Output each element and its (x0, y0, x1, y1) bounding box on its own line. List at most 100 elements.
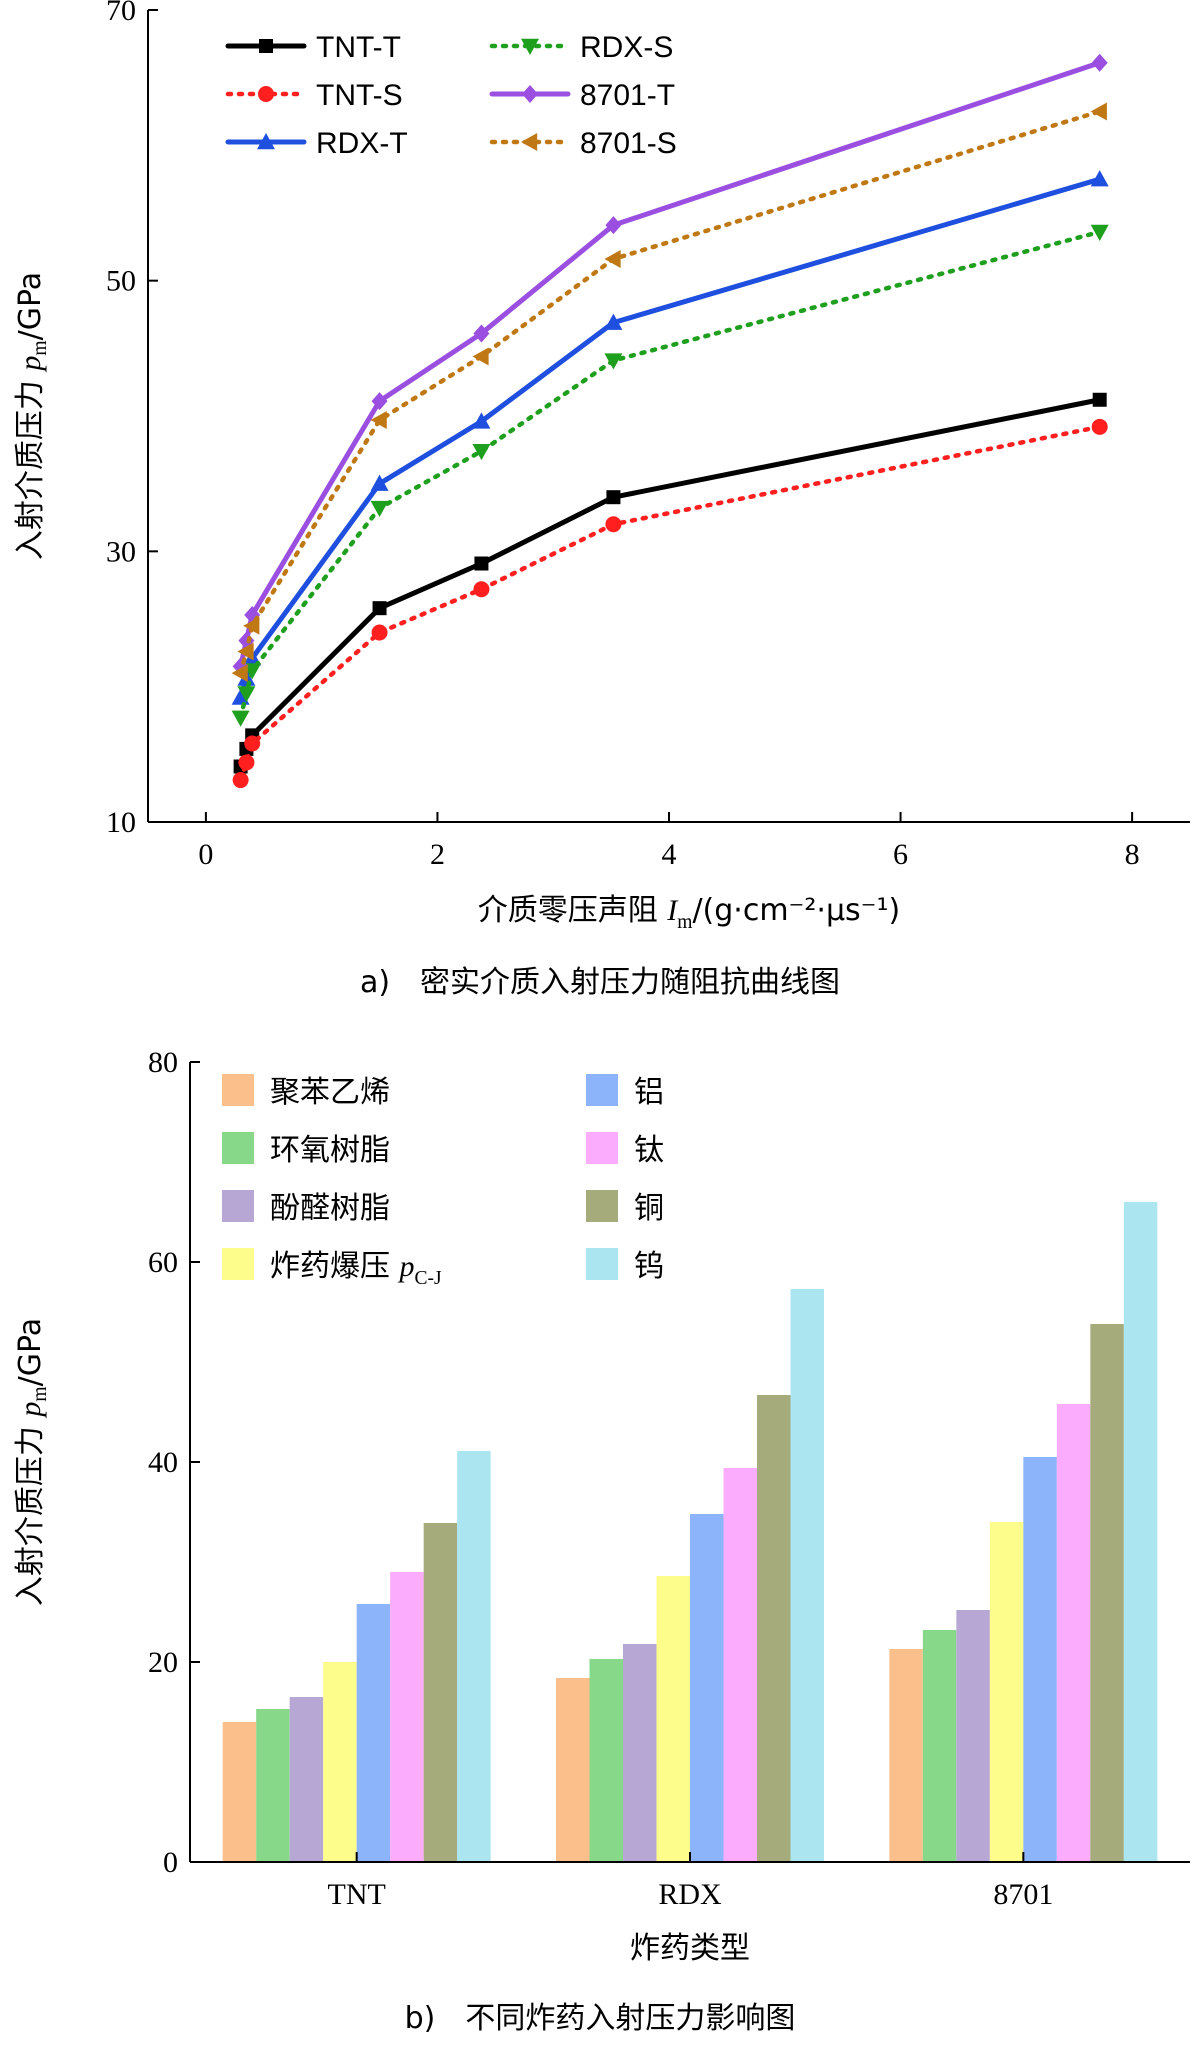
x-tick-label: RDX (658, 1878, 722, 1911)
series-聚苯乙烯 (222, 1649, 923, 1862)
bar (423, 1523, 458, 1862)
data-point (473, 581, 490, 598)
data-point (1090, 170, 1109, 187)
data-point (605, 216, 622, 235)
legend-swatch (222, 1248, 254, 1280)
subscript: m (677, 912, 692, 933)
data-point (237, 686, 256, 703)
data-point (472, 412, 491, 429)
variable-symbol: p (14, 356, 47, 373)
bar (1123, 1202, 1158, 1862)
series-TNT-S (232, 418, 1108, 789)
text-run: 聚苯乙烯 (270, 1075, 390, 1110)
y-tick-label: 70 (106, 0, 136, 27)
data-point (1091, 418, 1108, 435)
text-run: /GPa (13, 1318, 48, 1386)
text-run: 炸药爆压 (270, 1249, 400, 1284)
bar (623, 1644, 657, 1862)
legend-label: 炸药爆压 pC-J​ (270, 1249, 442, 1289)
bar (390, 1572, 424, 1862)
legend-a: TNT-T RDX-S TNT-S 8701-T RDX-T 8701-S (225, 31, 677, 160)
data-point (472, 347, 489, 366)
legend-swatch (586, 1248, 618, 1280)
data-point (371, 392, 388, 411)
bar (989, 1522, 1024, 1862)
data-point (604, 250, 621, 269)
data-point (244, 605, 261, 624)
series-钨 (457, 1202, 1158, 1862)
subscript: m (30, 340, 51, 355)
legend-marker (521, 133, 538, 151)
legend-swatch (586, 1074, 618, 1106)
data-point (370, 474, 389, 491)
data-point (474, 556, 489, 571)
variable-symbol: I (666, 894, 679, 927)
data-point (472, 443, 491, 461)
data-point (244, 735, 261, 752)
series-8701-S (231, 102, 1107, 683)
text-run: 酚醛树脂 (270, 1191, 390, 1226)
text-run: 铝 (634, 1075, 664, 1110)
legend-label: RDX-T (316, 127, 408, 160)
subscript: C-J (415, 1268, 443, 1289)
bar (790, 1289, 824, 1862)
text-run: 入射介质压力 (13, 1417, 48, 1607)
bar (723, 1468, 757, 1862)
y-tick-label: 30 (106, 535, 136, 568)
legend-label: 环氧树脂 (270, 1133, 390, 1168)
legend-label: 钛 (634, 1133, 664, 1168)
data-point (372, 601, 387, 616)
series-line (238, 424, 1102, 783)
legend-label: 8701-T (580, 79, 675, 112)
data-point (243, 616, 260, 635)
bar (323, 1662, 357, 1862)
y-axis-label: 入射介质压力 pm​/GPa (13, 1318, 51, 1606)
bar (556, 1678, 590, 1862)
bar (889, 1649, 923, 1862)
x-tick-label: 4 (662, 838, 677, 871)
y-tick-label: 0 (163, 1846, 178, 1879)
bar (757, 1395, 791, 1862)
bar (922, 1630, 957, 1862)
text-run: /GPa (13, 272, 48, 340)
legend-label: 钨 (634, 1249, 664, 1284)
text-run: 钨 (634, 1249, 664, 1284)
legend-marker (259, 39, 273, 53)
data-point (1090, 224, 1109, 241)
legend-marker (521, 38, 539, 55)
x-tick-label: 2 (430, 838, 445, 871)
legend-swatch (222, 1132, 254, 1164)
data-point (606, 490, 621, 505)
legend-swatch (222, 1074, 254, 1106)
data-point (604, 353, 623, 370)
text-run: 环氧树脂 (270, 1133, 390, 1168)
legend-label: 酚醛树脂 (270, 1191, 390, 1226)
legend-marker (257, 133, 275, 150)
text-run: 介质零压声阻 (478, 893, 668, 928)
variable-symbol: p (398, 1250, 415, 1283)
series-line (238, 109, 1102, 676)
legend-marker (258, 86, 274, 102)
series-铝 (356, 1457, 1057, 1862)
data-point (604, 313, 623, 330)
data-point (232, 772, 249, 789)
bar (356, 1604, 391, 1862)
data-point (473, 324, 490, 343)
bar (1056, 1404, 1091, 1862)
bar (1023, 1457, 1057, 1862)
series-line (238, 397, 1103, 770)
y-tick-label: 20 (148, 1646, 178, 1679)
data-point (1092, 392, 1107, 407)
bar (256, 1709, 290, 1862)
data-point (238, 754, 255, 771)
legend-swatch (222, 1190, 254, 1222)
bar (956, 1610, 990, 1862)
y-tick-label: 40 (148, 1446, 178, 1479)
x-axis-label: 介质零压声阻 Im​/(g·cm⁻²·μs⁻¹) (478, 893, 901, 933)
series-钛 (390, 1404, 1091, 1862)
text-run: /(g·cm⁻²·μs⁻¹) (692, 893, 900, 928)
legend-swatch (586, 1132, 618, 1164)
data-point (231, 664, 248, 683)
